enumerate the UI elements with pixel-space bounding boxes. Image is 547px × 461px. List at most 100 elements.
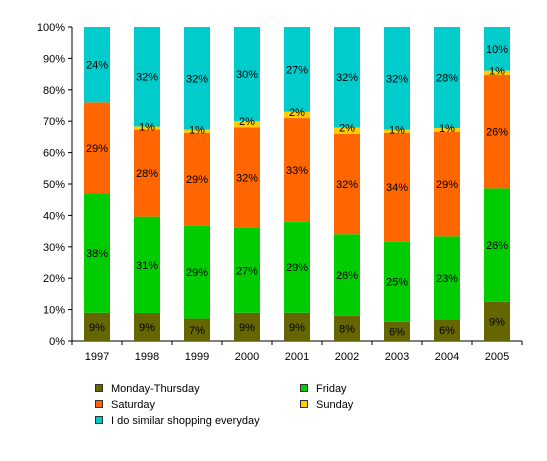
bar-segment: [284, 118, 310, 222]
x-tick-label: 2003: [385, 351, 409, 363]
bar-segment: [184, 225, 210, 319]
data-label: 6%: [389, 326, 405, 338]
bar-segment: [334, 127, 360, 134]
legend-item-monday-thursday: Monday-Thursday: [95, 382, 200, 396]
legend-label: I do similar shopping everyday: [111, 415, 260, 427]
bar-segment: [434, 131, 460, 237]
data-label: 1%: [489, 66, 505, 78]
y-tick-label: 10%: [43, 305, 65, 317]
data-label: 1%: [389, 125, 405, 137]
data-label: 9%: [239, 322, 255, 334]
data-label: 34%: [386, 182, 408, 194]
data-label: 33%: [286, 165, 308, 177]
y-tick-label: 30%: [43, 242, 65, 254]
data-label: 24%: [86, 60, 108, 72]
y-tick-label: 0%: [49, 336, 65, 348]
bar-segment: [184, 129, 210, 133]
data-label: 27%: [236, 265, 258, 277]
data-label: 31%: [136, 260, 158, 272]
bar-segment: [384, 27, 410, 130]
bar-segment: [384, 241, 410, 322]
data-label: 6%: [439, 325, 455, 337]
legend-item-friday: Friday: [300, 382, 347, 396]
legend-label: Friday: [316, 383, 347, 395]
data-label: 25%: [386, 277, 408, 289]
legend-item-saturday: Saturday: [95, 398, 155, 412]
x-tick-label: 2005: [485, 351, 509, 363]
data-label: 29%: [186, 174, 208, 186]
data-label: 1%: [439, 123, 455, 135]
bar-segment: [134, 216, 160, 314]
legend-label: Sunday: [316, 399, 354, 411]
bar-segment: [134, 313, 160, 341]
bar-segment: [334, 27, 360, 128]
legend-item-sunday: Sunday: [300, 398, 353, 412]
bar-segment: [484, 70, 510, 75]
data-labels: 9% 38% 29% 24% 9% 31% 28% 1% 32% 7% 29% 29% 1% 32% 9% 2…: [86, 44, 508, 339]
bar-segment: [284, 221, 310, 313]
bar-segment: [434, 236, 460, 320]
data-label: 9%: [89, 322, 105, 334]
x-tick-label: 1997: [85, 351, 109, 363]
y-tick-label: 100%: [37, 22, 65, 34]
bar-segment: [134, 27, 160, 127]
bar-segment: [84, 193, 110, 313]
x-tick-label: 2001: [285, 351, 309, 363]
data-label: 9%: [139, 322, 155, 334]
data-label: 27%: [286, 64, 308, 76]
legend-swatch: [95, 416, 103, 425]
x-tick-label: 2000: [235, 351, 259, 363]
legend-swatch: [300, 400, 308, 409]
data-label: 29%: [286, 262, 308, 274]
bar-segment: [184, 27, 210, 130]
bar-segment: [484, 188, 510, 302]
bar-segment: [234, 227, 260, 313]
bar-segment: [134, 126, 160, 130]
data-label: 32%: [136, 72, 158, 84]
bar-segment: [84, 312, 110, 341]
data-label: 10%: [486, 44, 508, 56]
bar-segment: [284, 111, 310, 119]
y-tick-label: 20%: [43, 273, 65, 285]
bar-segment: [334, 234, 360, 316]
data-label: 26%: [336, 270, 358, 282]
bar-segment: [384, 129, 410, 133]
data-label: 28%: [436, 73, 458, 85]
bar-segment: [434, 319, 460, 341]
x-tick-label: 1998: [135, 351, 159, 363]
data-label: 2%: [289, 107, 305, 119]
bar-segment: [384, 132, 410, 242]
data-label: 8%: [339, 323, 355, 335]
data-label: 2%: [239, 116, 255, 128]
data-label: 29%: [186, 267, 208, 279]
bar-segment: [484, 27, 510, 71]
data-label: 30%: [236, 69, 258, 81]
data-label: 26%: [486, 240, 508, 252]
bar-segment: [84, 102, 110, 194]
axes: 0% 10% 20% 30% 40% 50% 60% 70% 80% 90% 100% 1997 199…: [37, 22, 523, 363]
y-tick-label: 40%: [43, 210, 65, 222]
legend-swatch: [300, 384, 308, 393]
data-label: 32%: [336, 72, 358, 84]
bar-segment: [134, 129, 160, 217]
bars: [84, 27, 510, 341]
y-tick-label: 80%: [43, 85, 65, 97]
data-label: 38%: [86, 248, 108, 260]
x-tick-label: 2002: [335, 351, 359, 363]
data-label: 32%: [386, 73, 408, 85]
bar-segment: [234, 27, 260, 122]
data-label: 7%: [189, 325, 205, 337]
y-tick-label: 50%: [43, 179, 65, 191]
data-label: 29%: [436, 179, 458, 191]
bar-segment: [234, 121, 260, 128]
x-tick-label: 1999: [185, 351, 209, 363]
data-label: 26%: [486, 127, 508, 139]
data-label: 28%: [136, 168, 158, 180]
bar-segment: [284, 312, 310, 341]
bar-segment: [434, 128, 460, 132]
legend-label: Monday-Thursday: [111, 383, 200, 395]
data-label: 23%: [436, 273, 458, 285]
y-tick-label: 60%: [43, 148, 65, 160]
